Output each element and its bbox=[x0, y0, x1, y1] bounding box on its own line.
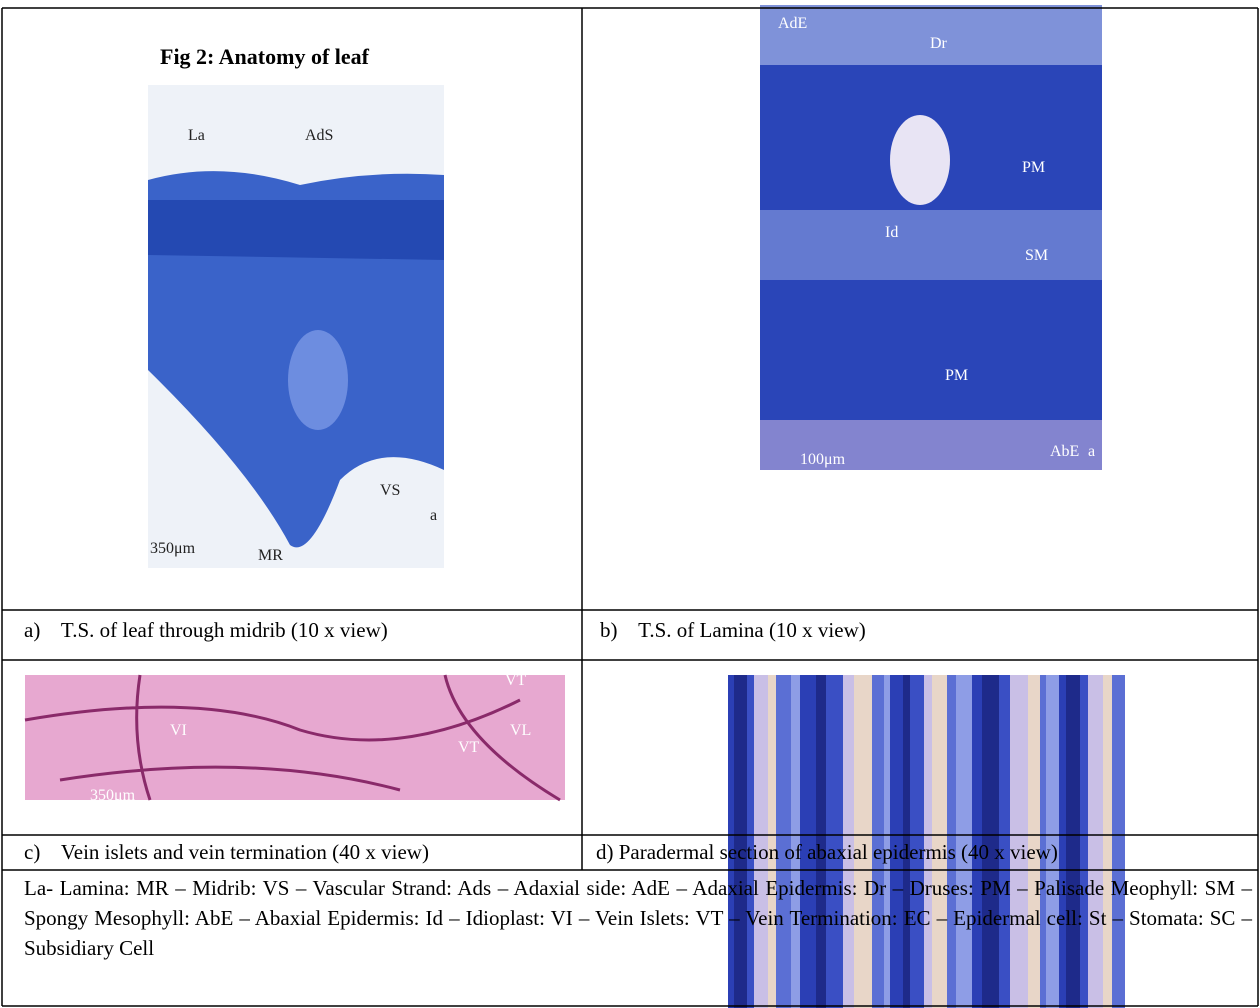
tissue bbox=[760, 210, 1102, 280]
legend-text: La- Lamina: MR – Midrib: VS – Vascular S… bbox=[24, 873, 1252, 963]
image-label: a bbox=[430, 507, 437, 524]
image-label: VT bbox=[505, 672, 527, 689]
image-c bbox=[25, 675, 565, 800]
image-label: Dr bbox=[930, 35, 948, 52]
image-label: VS bbox=[380, 482, 400, 499]
image-label: AbE bbox=[1050, 443, 1079, 460]
caption: a) T.S. of leaf through midrib (10 x vie… bbox=[24, 618, 388, 643]
vascular bbox=[288, 330, 348, 430]
image-label: PM bbox=[1022, 159, 1045, 176]
caption: d) Paradermal section of abaxial epiderm… bbox=[596, 840, 1058, 865]
caption: b) T.S. of Lamina (10 x view) bbox=[600, 618, 866, 643]
caption: c) Vein islets and vein termination (40 … bbox=[24, 840, 429, 865]
scale-bar: 100μm bbox=[800, 451, 846, 468]
image-label: VT bbox=[458, 739, 480, 756]
scale-bar: 350μm bbox=[90, 787, 136, 804]
image-label: SM bbox=[1025, 247, 1048, 264]
image-label: AdS bbox=[305, 127, 333, 144]
image-label: VI bbox=[170, 722, 187, 739]
image-label: a bbox=[1088, 443, 1095, 460]
image-label: PM bbox=[945, 367, 968, 384]
tissue bbox=[148, 200, 444, 260]
image-label: VL bbox=[510, 722, 531, 739]
image-label: La bbox=[188, 127, 205, 144]
image-label: MR bbox=[258, 547, 283, 564]
figure-title: Fig 2: Anatomy of leaf bbox=[160, 44, 369, 70]
page: La AdS VS MR a 350μm AdE Dr PM Id SM PM … bbox=[0, 0, 1260, 1008]
cell bbox=[890, 115, 950, 205]
scale-bar: 350μm bbox=[150, 540, 196, 557]
image-label: Id bbox=[885, 224, 898, 241]
image-label: AdE bbox=[778, 15, 807, 32]
